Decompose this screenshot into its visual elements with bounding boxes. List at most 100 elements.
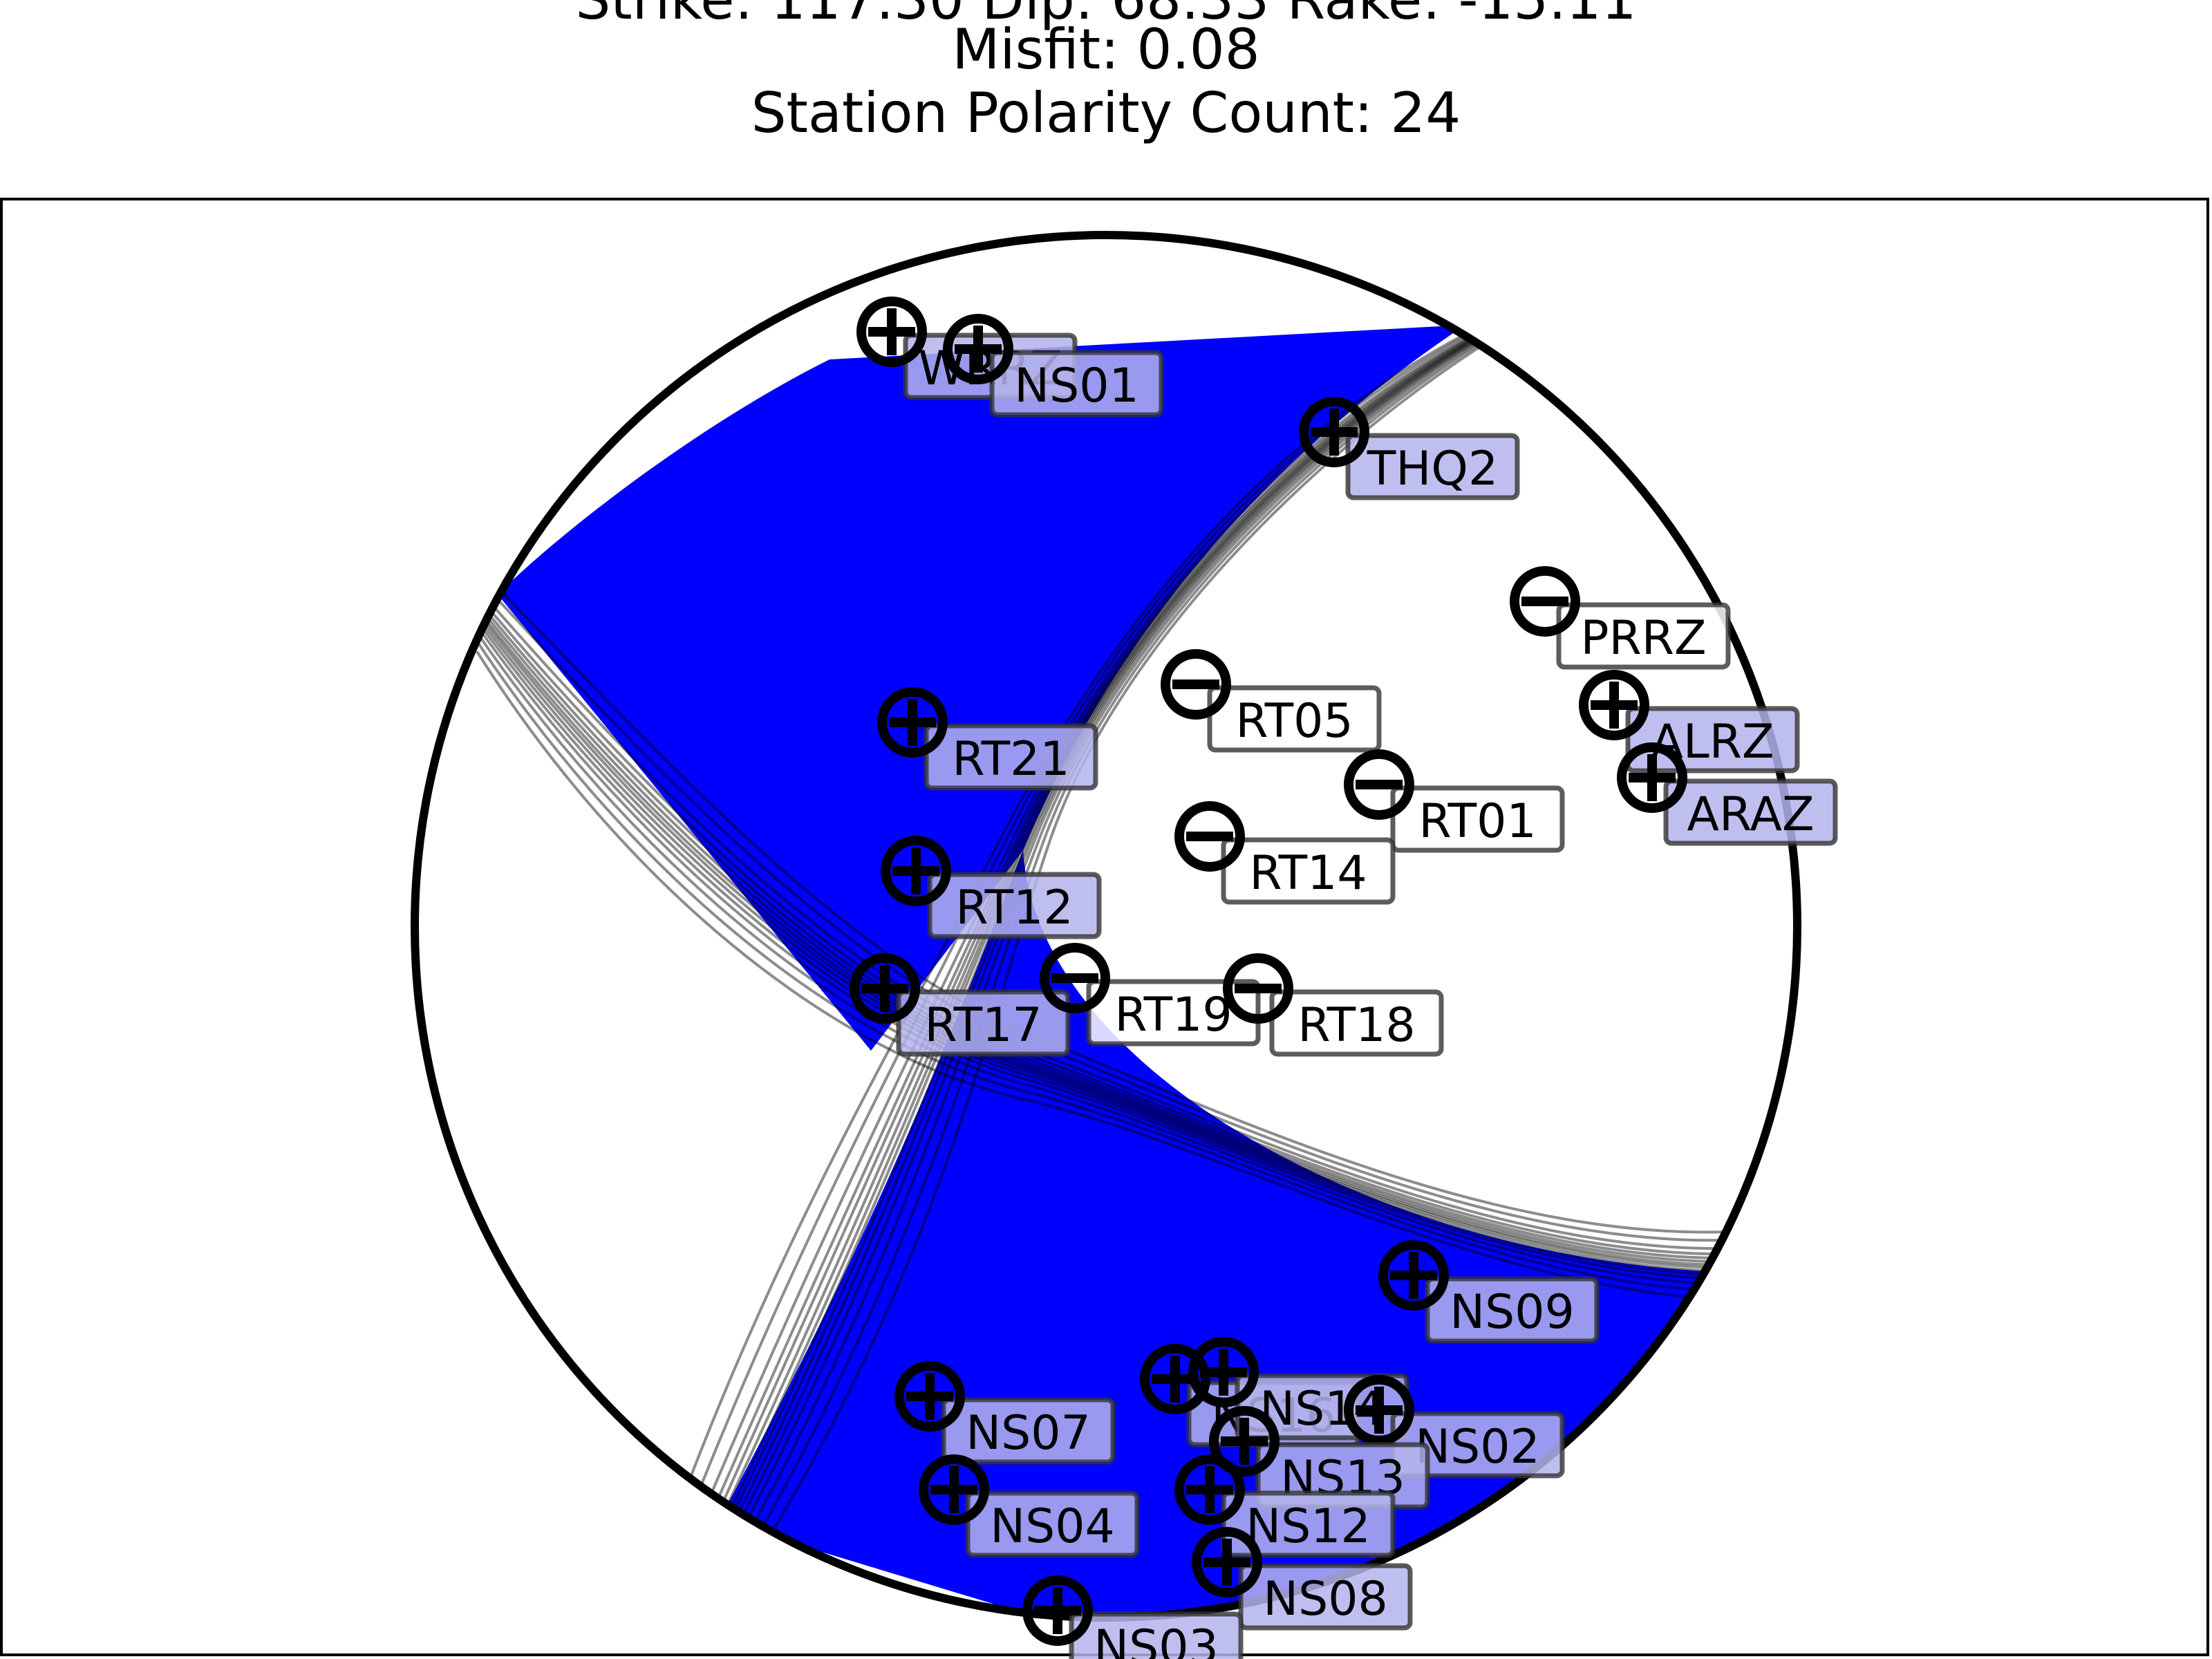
plus-polarity-icon [1140,1344,1210,1414]
plus-polarity-icon [881,836,951,906]
station-label-box [1663,778,1838,846]
plus-polarity-icon [1188,1337,1259,1407]
plus-polarity-icon [1174,1454,1245,1525]
station-label-box [1207,685,1382,753]
station-label: ARAZ [1687,787,1814,842]
station-label: RT14 [1249,846,1367,901]
station-label: RT21 [952,732,1069,787]
station-label: RT05 [1235,694,1353,749]
station-label-box [1345,433,1520,500]
station-label-box [927,872,1102,939]
station-ns03: NS03 [1022,1575,1244,1659]
plus-polarity-icon [877,687,948,758]
plus-polarity-icon [1344,1375,1414,1445]
plus-polarity-icon [1617,742,1687,813]
nodal-plane-curve [757,330,1501,1535]
plus-polarity-icon [943,314,1013,384]
station-rt05: RT05 [1161,649,1382,753]
station-ns01: NS01 [943,314,1164,418]
plus-polarity-icon [1209,1406,1280,1477]
title-misfit: Misfit: 0.08 [952,17,1260,82]
station-label-box [924,723,1098,791]
station-label-box [1221,837,1396,905]
station-label: NS01 [1014,359,1139,413]
nodal-plane-curve [747,330,1497,1535]
station-label: THQ2 [1367,442,1498,496]
plus-polarity-icon [1378,1240,1449,1311]
station-araz: ARAZ [1617,742,1838,846]
nodal-plane-curve [476,615,1729,1273]
station-thq2: THQ2 [1299,397,1520,500]
station-label-box [1269,989,1444,1057]
minus-polarity-icon [1174,801,1245,872]
station-prrz: PRRZ [1510,566,1731,670]
nodal-plane-curve [476,610,1729,1269]
station-label-box [941,1397,1116,1465]
station-label-box [1556,602,1731,670]
station-rt14: RT14 [1174,801,1396,905]
station-label-box [1086,979,1261,1047]
nodal-plane-curve [718,330,1487,1535]
station-label: RT01 [1418,794,1536,849]
station-label-box [896,989,1071,1057]
station-label: PRRZ [1580,611,1706,666]
station-label: NS02 [1415,1420,1540,1474]
nodal-plane-curve [769,330,1505,1536]
minus-polarity-icon [1040,943,1110,1013]
plus-polarity-icon [894,1361,965,1432]
station-label-box [1221,1490,1396,1558]
station-ns07: NS07 [894,1361,1116,1465]
plot-title: Strike: 117.30 Dip: 68.33 Rake: -15.11 M… [0,0,2212,194]
nodal-plane-curve [668,330,1470,1535]
nodal-plane-curve [727,330,1490,1535]
compressional-quadrant-north [498,325,1465,1051]
plus-polarity-icon [856,297,927,367]
station-label: NS04 [990,1499,1115,1554]
plus-polarity-icon [1192,1527,1262,1597]
nodal-plane-curve [738,330,1494,1535]
station-rt18: RT18 [1223,953,1444,1057]
nodal-plane-curve [476,640,1729,1293]
nodal-plane-curve [476,607,1729,1266]
station-label: ALRZ [1651,715,1774,769]
station-ns09: NS09 [1378,1240,1600,1344]
nodal-plane-curve [701,330,1481,1535]
plus-polarity-icon [1299,397,1369,467]
station-rt17: RT17 [850,953,1071,1057]
plus-polarity-icon [1022,1575,1093,1646]
station-ns02: NS02 [1344,1375,1565,1479]
nodal-plane-curve [680,330,1474,1535]
station-rt12: RT12 [881,836,1102,939]
nodal-plane-curve [722,330,1488,1535]
station-label-box [1069,1611,1244,1659]
nodal-plane-curve [707,330,1483,1535]
station-label: NS07 [966,1406,1091,1461]
minus-polarity-icon [1223,953,1293,1024]
station-label: RT12 [955,881,1073,935]
nodal-plane-curve [476,619,1729,1276]
nodal-plane-curve [476,650,1729,1301]
title-station-count: Station Polarity Count: 24 [751,81,1461,145]
station-rt19: RT19 [1040,943,1261,1047]
nodal-plane-curve [476,624,1729,1280]
station-rt01: RT01 [1344,749,1565,853]
minus-polarity-icon [1510,566,1580,637]
nodal-plane-curve [476,631,1729,1286]
station-label-box [1238,1563,1413,1631]
station-label: RT18 [1297,998,1415,1053]
station-rt21: RT21 [877,687,1098,791]
nodal-plane-curve [693,330,1479,1535]
title-mechanism: Strike: 117.30 Dip: 68.33 Rake: -15.11 [0,0,2212,28]
station-label-box [989,350,1164,418]
station-label-box [1390,785,1565,853]
minus-polarity-icon [1161,649,1231,720]
station-label: NS12 [1246,1499,1371,1554]
nodal-plane-curve [476,603,1729,1264]
nodal-plane-curve [476,599,1729,1260]
station-label: NS08 [1263,1572,1388,1627]
station-ns04: NS04 [919,1454,1140,1558]
plus-polarity-icon [919,1454,989,1525]
station-label-box [1425,1276,1600,1344]
station-label: NS09 [1450,1285,1575,1340]
